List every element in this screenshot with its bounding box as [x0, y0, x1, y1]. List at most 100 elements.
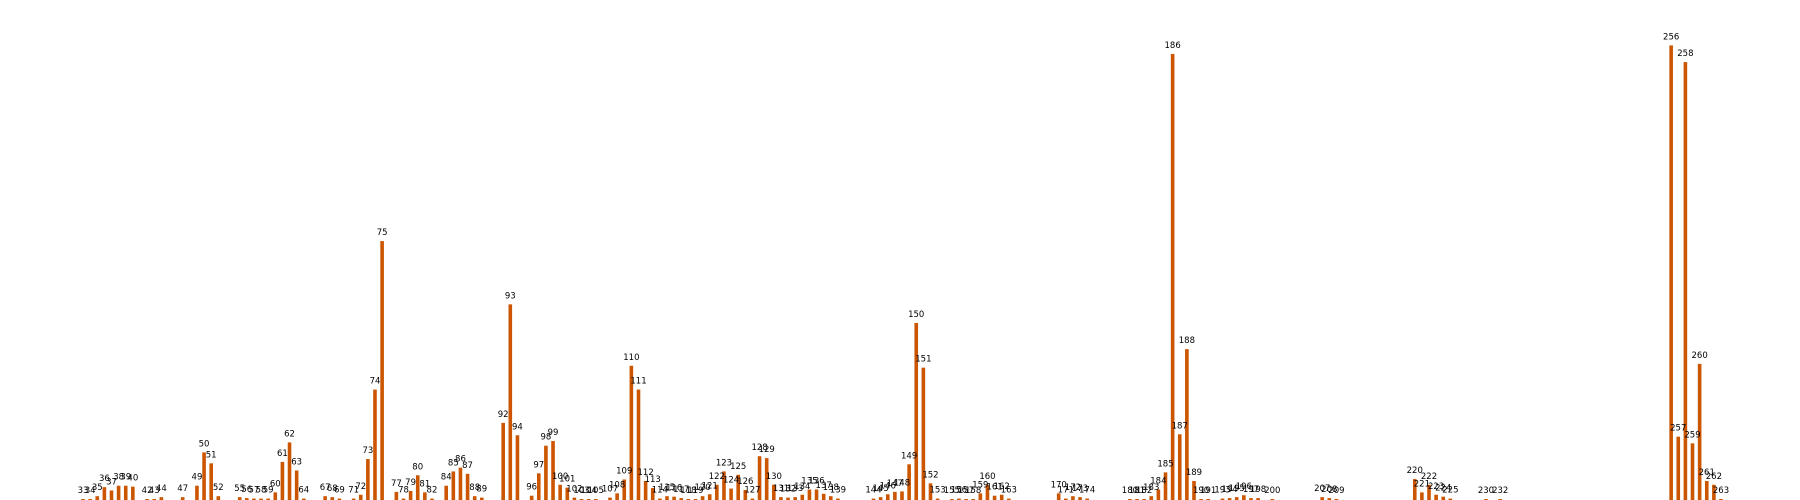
bar-123: [722, 471, 726, 500]
data-label-81: 81: [419, 479, 430, 489]
bar-74: [373, 389, 377, 500]
data-label-101: 101: [559, 475, 575, 485]
data-label-171: 171: [1058, 486, 1074, 496]
bar-136: [814, 489, 819, 500]
bar-256: [1669, 45, 1673, 500]
bar-111: [636, 389, 641, 500]
data-label-128: 128: [751, 443, 767, 453]
data-label-170: 170: [1051, 480, 1067, 490]
data-label-88: 88: [469, 483, 480, 493]
bar-134: [800, 494, 805, 500]
bar-262: [1712, 484, 1716, 500]
bar-68: [330, 497, 335, 500]
data-label-77: 77: [391, 479, 402, 489]
data-label-225: 225: [1442, 486, 1458, 496]
data-label-117: 117: [673, 485, 689, 495]
bar-59: [266, 498, 270, 500]
bar-35: [95, 496, 100, 500]
data-label-220: 220: [1407, 466, 1423, 476]
data-label-262: 262: [1706, 472, 1722, 482]
data-label-189: 189: [1186, 468, 1202, 478]
data-label-94: 94: [512, 422, 523, 432]
data-label-69: 69: [334, 486, 345, 496]
data-label-257: 257: [1670, 424, 1686, 434]
bar-174: [1085, 498, 1089, 500]
data-label-64: 64: [298, 486, 309, 496]
bar-51: [209, 463, 213, 500]
bar-145: [878, 497, 883, 500]
data-label-122: 122: [709, 472, 725, 482]
data-label-150: 150: [908, 310, 924, 320]
bar-75: [380, 241, 384, 500]
bar-52: [216, 496, 221, 500]
bar-260: [1697, 363, 1702, 500]
data-label-256: 256: [1663, 32, 1679, 42]
data-label-73: 73: [362, 446, 373, 456]
bar-162: [999, 494, 1004, 500]
bar-77: [394, 491, 399, 500]
bar-188: [1185, 349, 1189, 500]
bar-71: [351, 498, 356, 500]
bar-171: [1064, 498, 1068, 500]
data-label-72: 72: [355, 482, 366, 492]
data-label-59: 59: [263, 486, 274, 496]
bar-147: [893, 491, 897, 500]
data-label-80: 80: [412, 462, 423, 472]
data-label-190: 190: [1193, 486, 1209, 496]
data-label-209: 209: [1328, 486, 1344, 496]
bar-110: [629, 365, 634, 500]
bar-88: [472, 496, 477, 500]
data-label-200: 200: [1264, 486, 1280, 496]
data-label-126: 126: [737, 477, 753, 487]
data-label-100: 100: [552, 472, 568, 482]
bar-100: [558, 484, 562, 500]
bar-40: [131, 486, 135, 500]
data-label-224: 224: [1435, 484, 1451, 494]
data-label-35: 35: [92, 483, 103, 493]
bar-49: [195, 485, 199, 500]
data-label-186: 186: [1165, 41, 1181, 51]
data-label-78: 78: [398, 486, 409, 496]
data-label-123: 123: [716, 458, 732, 468]
data-label-197: 197: [1243, 485, 1259, 495]
bar-62: [287, 442, 292, 500]
bar-195: [1234, 497, 1239, 500]
data-label-62: 62: [284, 429, 295, 439]
bar-193: [1220, 498, 1225, 500]
bar-208: [1327, 498, 1332, 500]
data-label-112: 112: [638, 468, 654, 478]
data-label-198: 198: [1250, 485, 1266, 495]
bar-58: [259, 498, 263, 500]
data-label-37: 37: [106, 477, 117, 487]
data-label-194: 194: [1221, 485, 1237, 495]
data-label-134: 134: [794, 482, 810, 492]
bar-86: [458, 467, 463, 500]
data-label-92: 92: [498, 410, 509, 420]
bar-259: [1690, 443, 1695, 500]
data-label-108: 108: [609, 480, 625, 490]
bar-113: [650, 488, 655, 500]
bar-151: [921, 367, 926, 500]
bar-63: [294, 470, 299, 500]
data-label-75: 75: [377, 228, 388, 238]
bar-96: [529, 495, 534, 500]
data-label-147: 147: [887, 479, 903, 489]
bar-120: [700, 496, 705, 500]
data-label-131: 131: [773, 484, 789, 494]
data-label-57: 57: [249, 486, 260, 496]
bar-61: [280, 461, 285, 500]
data-label-124: 124: [723, 476, 739, 486]
bar-257: [1676, 436, 1681, 500]
bar-69: [337, 498, 342, 500]
data-label-113: 113: [645, 475, 661, 485]
data-label-116: 116: [666, 484, 682, 494]
bar-187: [1177, 434, 1182, 500]
bar-94: [515, 435, 520, 500]
data-label-71: 71: [348, 486, 359, 496]
data-label-118: 118: [680, 486, 696, 496]
data-label-223: 223: [1428, 482, 1444, 492]
bar-102: [572, 497, 577, 500]
data-label-111: 111: [630, 377, 646, 387]
bar-196: [1242, 495, 1246, 500]
